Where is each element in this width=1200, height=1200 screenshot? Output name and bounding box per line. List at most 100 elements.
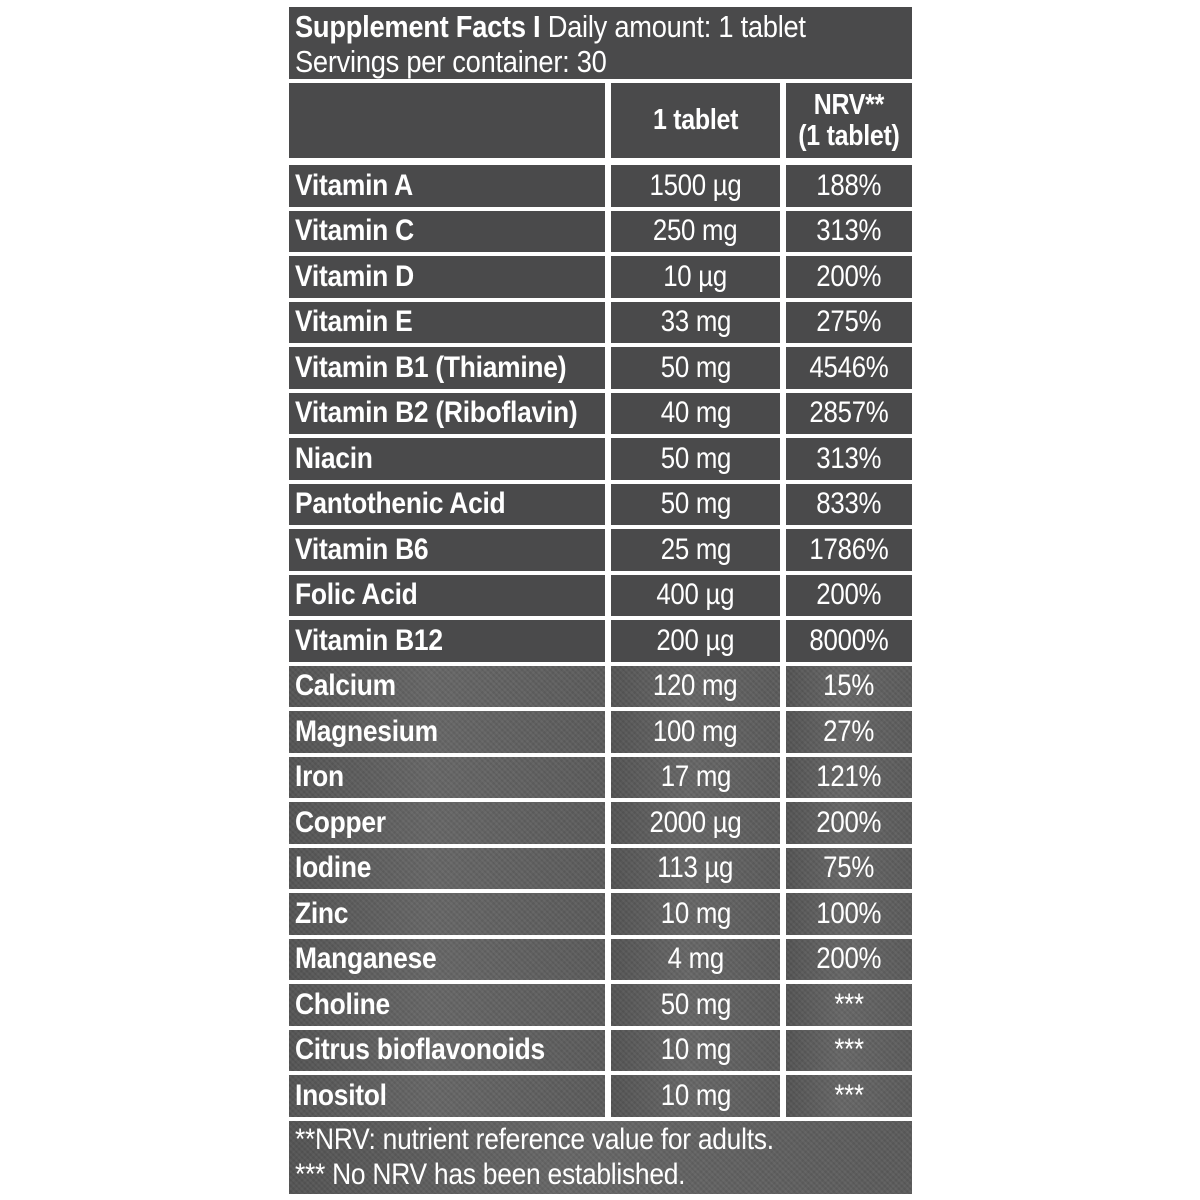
nutrient-label: Vitamin B12 <box>295 623 443 657</box>
servings-per-container: Servings per container: 30 <box>295 44 607 79</box>
amount-value-cell: 50 mg <box>611 347 780 389</box>
nrv-value: 200% <box>816 942 882 976</box>
nrv-header-line2: (1 tablet) <box>798 119 900 152</box>
amount-value: 50 mg <box>660 487 731 521</box>
nutrient-label: Citrus bioflavonoids <box>295 1033 545 1067</box>
amount-value-cell: 10 µg <box>611 256 780 298</box>
table-row: Manganese 4 mg 200% <box>289 938 912 980</box>
nutrient-label: Vitamin B2 (Riboflavin) <box>295 396 578 430</box>
amount-value-cell: 200 µg <box>611 620 780 662</box>
title-bar: Supplement Facts I Daily amount: 1 table… <box>289 7 912 79</box>
nrv-value: 121% <box>816 760 882 794</box>
nrv-value: 200% <box>816 259 882 293</box>
nutrient-label: Niacin <box>295 441 373 475</box>
nrv-value-cell: 833% <box>786 483 912 525</box>
nutrient-label-cell: Vitamin D <box>289 256 605 298</box>
nrv-value: 275% <box>816 305 882 339</box>
nrv-value-cell: 188% <box>786 165 912 207</box>
nutrient-label-cell: Vitamin C <box>289 210 605 252</box>
nrv-value: 100% <box>816 896 882 930</box>
amount-value: 50 mg <box>660 987 731 1021</box>
nutrient-label-cell: Copper <box>289 802 605 844</box>
table-row: Inositol 10 mg *** <box>289 1075 912 1117</box>
nutrient-label-cell: Vitamin B2 (Riboflavin) <box>289 392 605 434</box>
nutrient-label: Magnesium <box>295 714 438 748</box>
nrv-value: *** <box>834 1078 864 1112</box>
nutrient-label-cell: Vitamin B12 <box>289 620 605 662</box>
amount-value: 10 mg <box>660 1033 731 1067</box>
amount-value: 2000 µg <box>649 805 742 839</box>
nutrient-label: Manganese <box>295 942 437 976</box>
column-header-row: 1 tablet NRV** (1 tablet) <box>289 83 912 158</box>
nrv-value: 200% <box>816 578 882 612</box>
nrv-value: 27% <box>823 714 875 748</box>
nutrient-label-cell: Magnesium <box>289 711 605 753</box>
nrv-value: 15% <box>823 669 875 703</box>
amount-value: 25 mg <box>660 532 731 566</box>
nrv-value-cell: 200% <box>786 802 912 844</box>
nrv-value: 4546% <box>809 350 889 384</box>
table-row: Calcium 120 mg 15% <box>289 665 912 707</box>
footnote-nrv-definition: **NRV: nutrient reference value for adul… <box>295 1123 774 1156</box>
amount-value-cell: 10 mg <box>611 893 780 935</box>
nutrient-label-cell: Citrus bioflavonoids <box>289 1029 605 1071</box>
nrv-value-cell: 313% <box>786 438 912 480</box>
nutrient-label-cell: Iodine <box>289 847 605 889</box>
amount-value: 100 mg <box>653 714 738 748</box>
table-row: Folic Acid 400 µg 200% <box>289 574 912 616</box>
title-supplement-facts: Supplement Facts I <box>295 9 541 44</box>
nutrient-label: Vitamin E <box>295 305 413 339</box>
amount-value: 4 mg <box>667 942 724 976</box>
amount-value: 400 µg <box>656 578 735 612</box>
amount-value-cell: 17 mg <box>611 756 780 798</box>
nutrient-label: Folic Acid <box>295 578 418 612</box>
amount-value-cell: 50 mg <box>611 984 780 1026</box>
amount-value: 40 mg <box>660 396 731 430</box>
amount-value: 10 mg <box>660 896 731 930</box>
nrv-value-cell: 75% <box>786 847 912 889</box>
nrv-value: 2857% <box>809 396 889 430</box>
nrv-value: 8000% <box>809 623 889 657</box>
nutrient-label-cell: Inositol <box>289 1075 605 1117</box>
nutrient-label-cell: Iron <box>289 756 605 798</box>
nrv-value: 1786% <box>809 532 889 566</box>
nrv-value-cell: 27% <box>786 711 912 753</box>
nutrient-label: Vitamin B1 (Thiamine) <box>295 350 567 384</box>
nutrient-label: Zinc <box>295 896 349 930</box>
nrv-value-cell: 121% <box>786 756 912 798</box>
amount-value-cell: 33 mg <box>611 301 780 343</box>
nrv-column-header: NRV** (1 tablet) <box>786 83 912 158</box>
amount-value: 33 mg <box>660 305 731 339</box>
nutrient-label-cell: Vitamin E <box>289 301 605 343</box>
amount-value-cell: 400 µg <box>611 574 780 616</box>
spacer-header-cell <box>289 83 605 158</box>
amount-value: 113 µg <box>657 851 734 885</box>
table-row: Magnesium 100 mg 27% <box>289 711 912 753</box>
nrv-value-cell: 8000% <box>786 620 912 662</box>
amount-value-cell: 120 mg <box>611 665 780 707</box>
nrv-value: 313% <box>816 214 882 248</box>
nrv-value: 313% <box>816 441 882 475</box>
title-line-1: Supplement Facts I Daily amount: 1 table… <box>289 9 912 44</box>
nutrient-label: Inositol <box>295 1078 387 1112</box>
table-row: Vitamin A 1500 µg 188% <box>289 165 912 207</box>
nutrient-label-cell: Choline <box>289 984 605 1026</box>
table-row: Vitamin E 33 mg 275% <box>289 301 912 343</box>
amount-value: 10 µg <box>663 259 728 293</box>
amount-value-cell: 250 mg <box>611 210 780 252</box>
amount-value: 200 µg <box>656 623 735 657</box>
nrv-value-cell: 15% <box>786 665 912 707</box>
nrv-value-cell: 2857% <box>786 392 912 434</box>
nrv-value-cell: 1786% <box>786 529 912 571</box>
nrv-value-cell: 275% <box>786 301 912 343</box>
nrv-value-cell: 4546% <box>786 347 912 389</box>
amount-value: 17 mg <box>660 760 731 794</box>
footnote-no-nrv: *** No NRV has been established. <box>295 1158 686 1191</box>
nutrient-rows: Vitamin A 1500 µg 188% Vitamin C 250 mg … <box>289 165 912 1117</box>
nutrient-label: Vitamin A <box>295 168 413 202</box>
nutrient-label-cell: Vitamin A <box>289 165 605 207</box>
nrv-value-cell: *** <box>786 984 912 1026</box>
nrv-value: 188% <box>816 168 882 202</box>
table-row: Choline 50 mg *** <box>289 984 912 1026</box>
